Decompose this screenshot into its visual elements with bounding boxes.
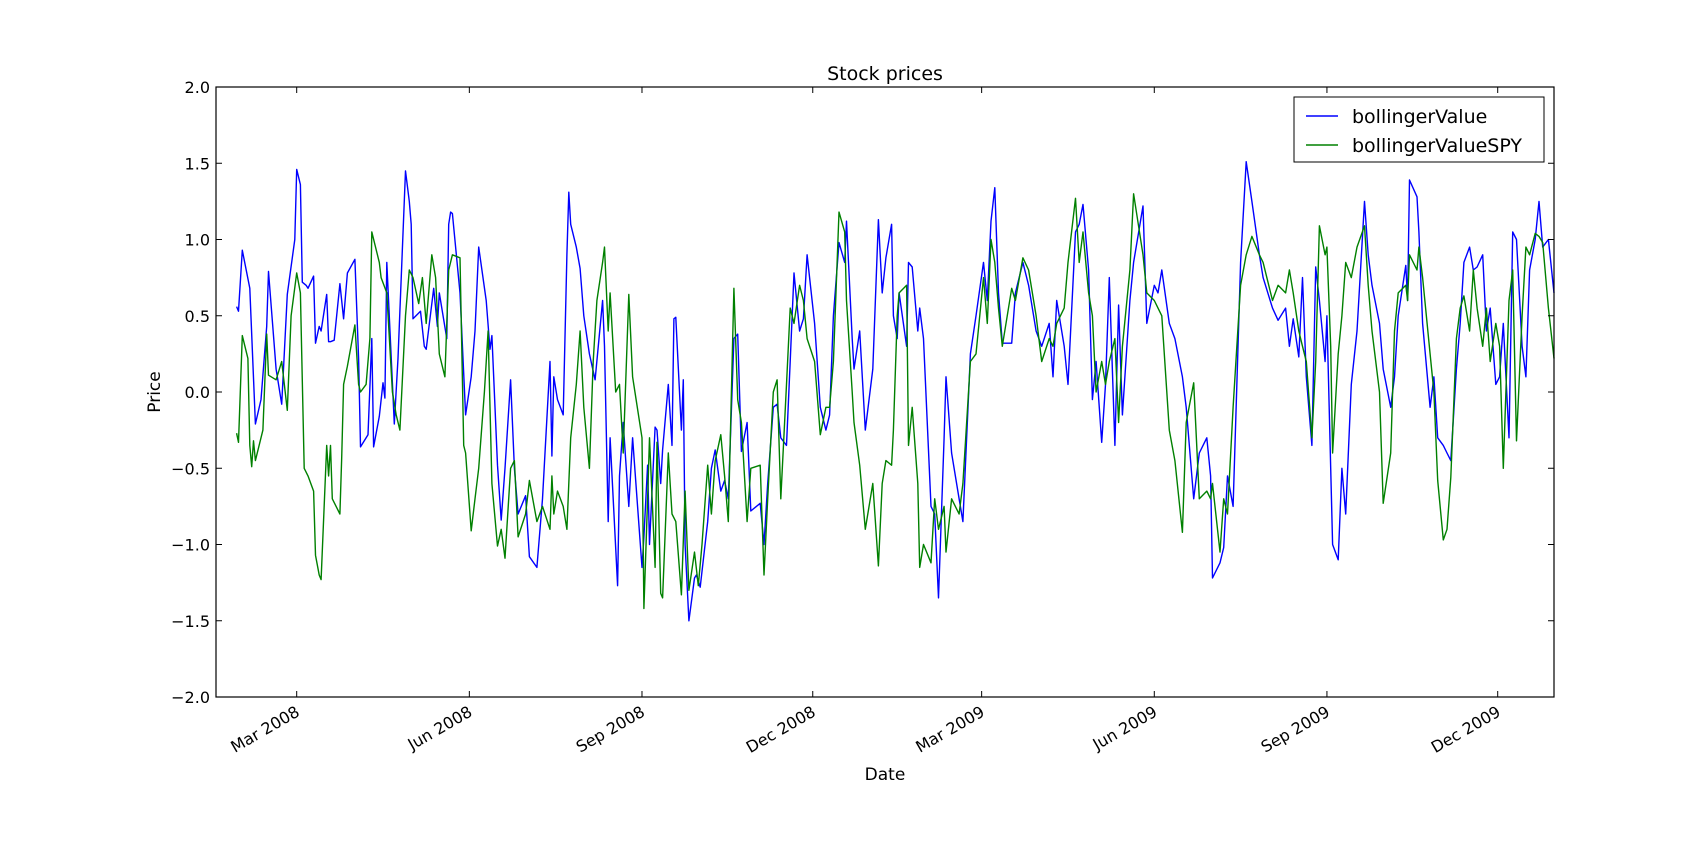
legend-label-bollingerValue: bollingerValue [1352,106,1487,128]
x-axis-title: Date [865,765,906,785]
chart-title: Stock prices [827,63,943,85]
y-tick-label: 0.0 [185,383,210,402]
y-tick-label: −2.0 [171,688,210,707]
legend: bollingerValue bollingerValueSPY [1293,96,1545,163]
series-line-bollingerValueSPY [235,193,1555,610]
y-axis: −2.0 −1.5 −1.0 −0.5 0.0 0.5 1.0 1.5 2.0 [171,78,1554,707]
y-tick-label: 2.0 [185,78,210,97]
y-tick-label: 1.5 [185,154,210,173]
y-tick-label: −1.5 [171,612,210,631]
y-axis-title: Price [145,371,165,412]
series-layer [235,160,1555,622]
legend-box [1293,96,1545,163]
y-tick-label: −1.0 [171,536,210,555]
y-tick-label: −0.5 [171,459,210,478]
y-tick-label: 1.0 [185,231,210,250]
legend-label-bollingerValueSPY: bollingerValueSPY [1352,135,1522,157]
y-tick-label: 0.5 [185,307,210,326]
